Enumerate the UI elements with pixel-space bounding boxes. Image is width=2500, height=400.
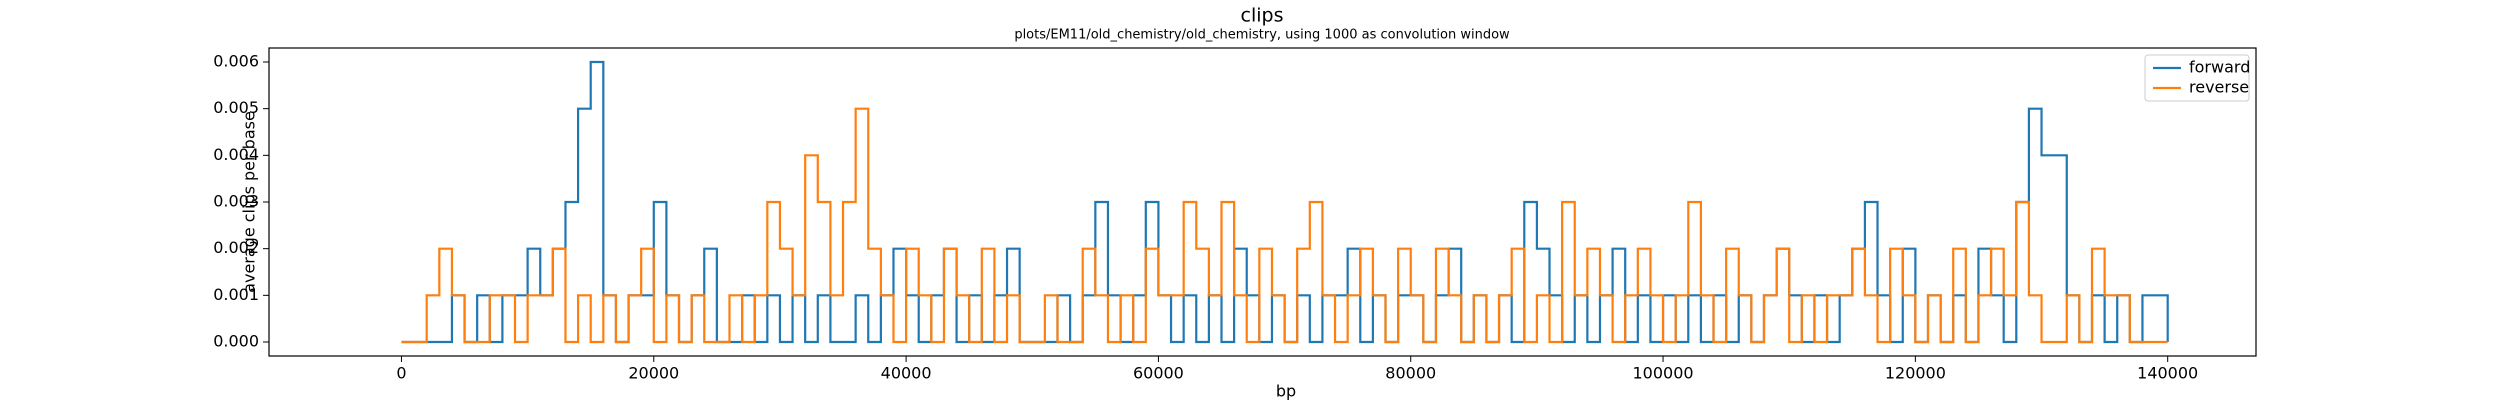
x-tick-label: 0: [396, 364, 406, 383]
y-tick-label: 0.006: [213, 52, 259, 71]
chart-title: clips: [1241, 5, 1284, 27]
x-tick-label: 80000: [1385, 364, 1436, 383]
y-tick-label: 0.003: [213, 192, 259, 211]
legend-label: forward: [2189, 58, 2250, 77]
x-axis-label: bp: [1276, 382, 1296, 400]
series-line: [401, 107, 2168, 344]
x-tick-label: 20000: [628, 364, 679, 383]
x-tick-label: 40000: [881, 364, 932, 383]
x-tick-label: 60000: [1133, 364, 1184, 383]
y-tick-label: 0.005: [213, 98, 259, 117]
x-tick-label: 100000: [1633, 364, 1694, 383]
legend-label: reverse: [2189, 78, 2249, 97]
legend-box: [2144, 54, 2250, 102]
y-tick-label: 0.004: [213, 145, 259, 164]
y-tick-label: 0.001: [213, 285, 259, 304]
x-tick-label: 120000: [1885, 364, 1946, 383]
y-axis-label: average clips per base: [240, 111, 259, 293]
x-tick-label: 140000: [2137, 364, 2198, 383]
y-tick-label: 0.000: [213, 332, 259, 351]
series-line: [401, 60, 2169, 344]
chart-subtitle: plots/EM11/old_chemistry/old_chemistry, …: [1014, 28, 1510, 43]
y-tick-label: 0.002: [213, 238, 259, 257]
plot-frame: [268, 47, 2257, 357]
